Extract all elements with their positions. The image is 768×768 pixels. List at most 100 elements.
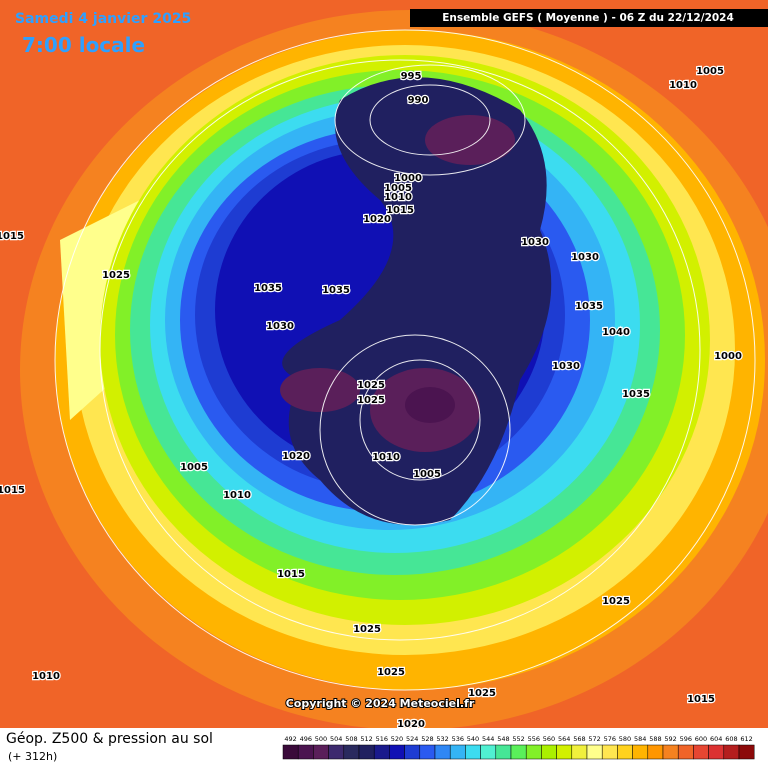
scale-swatch xyxy=(313,744,329,760)
isobar-label: 1010 xyxy=(669,80,697,91)
scale-label: 560 xyxy=(543,735,555,743)
scale-swatch xyxy=(586,744,603,760)
scale-label: 520 xyxy=(391,735,403,743)
scale-label: 604 xyxy=(710,735,722,743)
scale-label: 500 xyxy=(315,735,327,743)
scale-label: 504 xyxy=(330,735,342,743)
scale-label: 512 xyxy=(360,735,372,743)
scale-swatch xyxy=(556,744,573,760)
scale-label: 492 xyxy=(284,735,296,743)
scale-label: 568 xyxy=(573,735,585,743)
isobar-label: 1025 xyxy=(468,688,496,699)
scale-label: 496 xyxy=(300,735,312,743)
scale-label: 608 xyxy=(725,735,737,743)
scale-swatch xyxy=(373,744,390,760)
isobar-label: 1000 xyxy=(714,351,742,362)
scale-swatch xyxy=(328,744,345,760)
isobar-label: 1035 xyxy=(575,301,603,312)
scale-swatch xyxy=(647,744,664,760)
scale-swatch xyxy=(343,744,360,760)
isobar-label: 1040 xyxy=(602,327,630,338)
scale-swatch xyxy=(510,744,527,760)
isobar-label: 1030 xyxy=(571,252,599,263)
isobar-label: 1020 xyxy=(282,451,310,462)
scale-swatch xyxy=(541,744,557,760)
scale-label: 508 xyxy=(345,735,357,743)
scale-label: 528 xyxy=(421,735,433,743)
scale-label: 548 xyxy=(497,735,509,743)
scale-label: 524 xyxy=(406,735,418,743)
scale-swatch xyxy=(465,744,481,760)
scale-swatch xyxy=(601,744,618,760)
forecast-date: Samedi 4 janvier 2025 xyxy=(15,11,191,27)
isobar-label: 1035 xyxy=(254,283,282,294)
isobar-label: 1010 xyxy=(223,490,251,501)
isobar-label: 990 xyxy=(408,95,429,106)
isobar-label: 1015 xyxy=(687,694,715,705)
scale-swatch xyxy=(404,744,421,760)
scale-label: 572 xyxy=(588,735,600,743)
scale-swatch xyxy=(617,744,633,760)
scale-swatch xyxy=(708,744,725,760)
scale-label: 564 xyxy=(558,735,570,743)
scale-swatch xyxy=(571,744,588,760)
scale-swatch xyxy=(677,744,694,760)
isobar-label: 1015 xyxy=(386,205,414,216)
isobar-label: 1020 xyxy=(397,719,425,730)
isobar-label: 1000 xyxy=(394,173,422,184)
isobar-label: 1005 xyxy=(696,66,724,77)
isobar-label: 1010 xyxy=(372,452,400,463)
scale-label: 612 xyxy=(740,735,752,743)
model-banner xyxy=(410,9,768,27)
scale-label: 588 xyxy=(649,735,661,743)
lead-time: (+ 312h) xyxy=(8,750,57,763)
scale-swatch xyxy=(434,744,451,760)
isobar-label: 1005 xyxy=(413,469,441,480)
isobar-label: 1025 xyxy=(377,667,405,678)
isobar-label: 1005 xyxy=(180,462,208,473)
isobar-label: 1025 xyxy=(102,270,130,281)
isobar-label: 995 xyxy=(401,71,422,82)
model-info: Ensemble GEFS ( Moyenne ) - 06 Z du 22/1… xyxy=(442,12,734,24)
isobar-label: 1030 xyxy=(266,321,294,332)
scale-label: 536 xyxy=(452,735,464,743)
isobar-label: 1015 xyxy=(0,231,24,242)
isobar-label: 1010 xyxy=(32,671,60,682)
scale-swatch xyxy=(282,744,299,760)
geopotential-field xyxy=(0,0,768,728)
copyright: Copyright © 2024 Meteociel.fr xyxy=(286,697,475,710)
scale-label: 592 xyxy=(664,735,676,743)
scale-label: 540 xyxy=(467,735,479,743)
scale-swatch xyxy=(525,744,542,760)
scale-swatch xyxy=(662,744,679,760)
scale-swatch xyxy=(480,744,497,760)
isobar-label: 1035 xyxy=(622,389,650,400)
scale-swatch xyxy=(723,744,740,760)
scale-label: 580 xyxy=(619,735,631,743)
scale-swatch xyxy=(358,744,375,760)
scale-swatch xyxy=(389,744,405,760)
isobar-label: 1025 xyxy=(357,395,385,406)
isobar-label: 1030 xyxy=(552,361,580,372)
scale-label: 552 xyxy=(512,735,524,743)
isobar-label: 1005 xyxy=(384,183,412,194)
isobar-label: 1020 xyxy=(363,214,391,225)
isobar-label: 1025 xyxy=(353,624,381,635)
isobar-label: 1015 xyxy=(277,569,305,580)
scale-swatch xyxy=(419,744,436,760)
isobar-label: 1030 xyxy=(521,237,549,248)
scale-label: 544 xyxy=(482,735,494,743)
scale-swatch xyxy=(738,744,755,760)
scale-swatch xyxy=(495,744,512,760)
scale-label: 556 xyxy=(528,735,540,743)
scale-swatch xyxy=(693,744,709,760)
isobar-label: 1035 xyxy=(322,285,350,296)
scale-swatch xyxy=(632,744,649,760)
scale-label: 532 xyxy=(436,735,448,743)
scale-label: 596 xyxy=(680,735,692,743)
scale-label: 576 xyxy=(604,735,616,743)
scale-swatch xyxy=(449,744,466,760)
scale-label: 584 xyxy=(634,735,646,743)
